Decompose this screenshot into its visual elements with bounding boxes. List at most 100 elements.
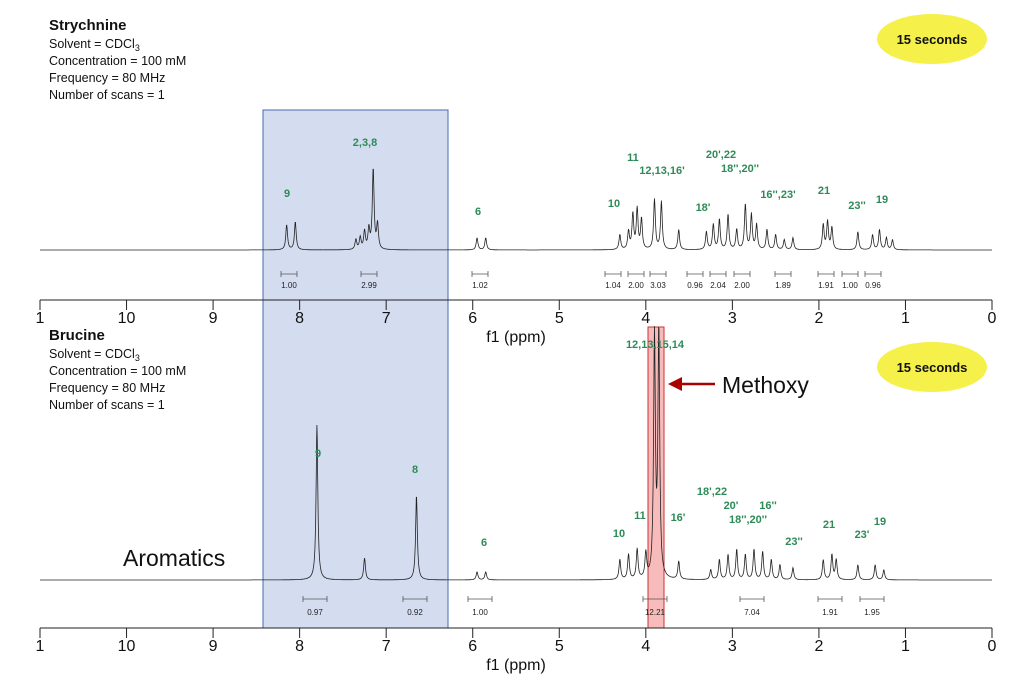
integral-bracket — [402, 596, 428, 602]
integral-bracket — [280, 271, 298, 277]
x-tick-label: 1 — [901, 310, 910, 327]
peak-label: 2,3,8 — [353, 137, 377, 149]
peak-label: 16' — [671, 512, 686, 524]
aromatic-region — [262, 109, 449, 629]
integral-value: 0.96 — [687, 281, 703, 290]
info-text: Concentration = 100 mM — [49, 364, 186, 378]
integral-bracket — [817, 271, 835, 277]
integral-value: 1.95 — [864, 608, 880, 617]
integral-value: 3.03 — [650, 281, 666, 290]
integral-value: 2.99 — [361, 281, 377, 290]
spectrum — [40, 168, 992, 251]
subscript: 3 — [135, 353, 140, 363]
integral-bracket — [739, 596, 765, 602]
peak-label: 10 — [613, 528, 625, 540]
x-tick-label: 8 — [295, 310, 304, 327]
integral-value: 1.02 — [472, 281, 488, 290]
integral-value: 2.00 — [734, 281, 750, 290]
info-line: Number of scans = 1 — [49, 88, 165, 102]
badge-text: 15 seconds — [897, 32, 968, 47]
x-tick-label: 10 — [118, 638, 136, 655]
x-tick-label: 9 — [209, 638, 218, 655]
x-tick-label: 5 — [555, 310, 564, 327]
info-text: Frequency = 80 MHz — [49, 71, 165, 85]
integral-bracket — [817, 596, 843, 602]
integral-value: 0.92 — [407, 608, 423, 617]
integral-bracket — [627, 271, 645, 277]
info-text: Solvent = CDCl — [49, 347, 135, 361]
peak-label: 6 — [475, 206, 481, 218]
peak-label: 11 — [634, 510, 646, 522]
badge — [877, 14, 987, 64]
integral-bracket — [360, 271, 378, 277]
x-tick-label: 4 — [641, 310, 650, 327]
peak-label: 20',22 — [706, 149, 736, 161]
peak-label: 23'' — [848, 200, 866, 212]
info-text: Concentration = 100 mM — [49, 54, 186, 68]
info-text: Solvent = CDCl — [49, 37, 135, 51]
peak-label: 18' — [696, 202, 711, 214]
aromatics-label: Aromatics — [123, 545, 225, 571]
integral-value: 1.00 — [281, 281, 297, 290]
peak-label: 23' — [855, 529, 870, 541]
peak-label: 19 — [874, 516, 886, 528]
integral-bracket — [302, 596, 328, 602]
info-line: Concentration = 100 mM — [49, 54, 186, 68]
peak-label: 19 — [876, 194, 888, 206]
x-axis-label: f1 (ppm) — [486, 329, 546, 346]
info-text: Number of scans = 1 — [49, 88, 165, 102]
integral-value: 12.21 — [645, 608, 666, 617]
x-tick-label: 3 — [728, 638, 737, 655]
integral-value: 2.00 — [628, 281, 644, 290]
x-tick-label: 7 — [382, 638, 391, 655]
x-tick-label: 6 — [468, 638, 477, 655]
x-tick-label: 10 — [118, 310, 136, 327]
x-tick-label: 0 — [988, 638, 997, 655]
x-axis-label: f1 (ppm) — [486, 657, 546, 674]
arrow-head — [668, 377, 682, 391]
peak-label: 18'',20'' — [721, 163, 759, 175]
x-tick-label: 4 — [641, 638, 650, 655]
x-tick-label: 1 — [36, 638, 45, 655]
integral-value: 1.91 — [822, 608, 838, 617]
x-tick-label: 0 — [988, 310, 997, 327]
peak-label: 16'',23' — [760, 189, 796, 201]
peak-label: 12,13,16' — [639, 165, 685, 177]
peak-label: 18'',20'' — [729, 514, 767, 526]
integral-bracket — [604, 271, 622, 277]
peak-label: 11 — [627, 152, 639, 164]
peak-label: 6 — [481, 537, 487, 549]
x-tick-label: 5 — [555, 638, 564, 655]
peak-label: 21 — [818, 185, 830, 197]
integral-bracket — [642, 596, 668, 602]
peak-label: 8 — [412, 464, 418, 476]
integral-bracket — [859, 596, 885, 602]
peak-label: 18',22 — [697, 486, 727, 498]
info-text: Frequency = 80 MHz — [49, 381, 165, 395]
integral-value: 2.04 — [710, 281, 726, 290]
integral-bracket — [709, 271, 727, 277]
integral-bracket — [841, 271, 859, 277]
x-tick-label: 8 — [295, 638, 304, 655]
peak-label: 16'' — [759, 500, 777, 512]
peak-label: 12,13,15,14 — [626, 339, 685, 351]
methoxy-label: Methoxy — [722, 372, 809, 398]
integral-value: 1.00 — [472, 608, 488, 617]
peak-label: 10 — [608, 198, 620, 210]
panel-title: Strychnine — [49, 17, 127, 34]
integral-bracket — [733, 271, 751, 277]
subscript: 3 — [135, 43, 140, 53]
x-tick-label: 1 — [36, 310, 45, 327]
x-tick-label: 2 — [814, 310, 823, 327]
peak-label: 20' — [724, 500, 739, 512]
integral-bracket — [774, 271, 792, 277]
info-text: Number of scans = 1 — [49, 398, 165, 412]
info-line: Frequency = 80 MHz — [49, 381, 165, 395]
x-tick-label: 3 — [728, 310, 737, 327]
integral-bracket — [467, 596, 493, 602]
x-tick-label: 2 — [814, 638, 823, 655]
badge — [877, 342, 987, 392]
spectrum — [40, 326, 992, 581]
